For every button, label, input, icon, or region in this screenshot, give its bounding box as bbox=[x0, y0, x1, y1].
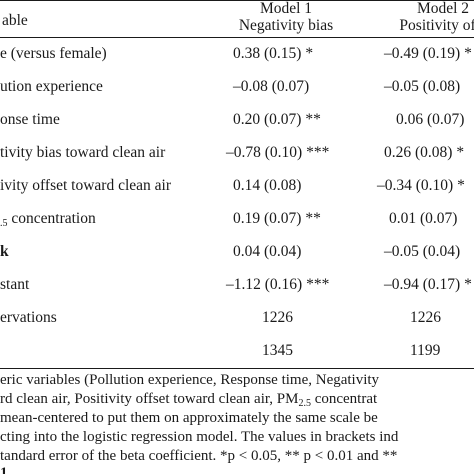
model2-header: Model 2 Positivity offs bbox=[378, 0, 474, 34]
footnote-line: rd clean air, Positivity offset toward c… bbox=[0, 389, 377, 409]
model2-value: 0.06 (0.07) bbox=[396, 111, 465, 128]
footnote-text: concentrat bbox=[310, 391, 378, 407]
model2-value: 1226 bbox=[410, 309, 441, 326]
row-label: onse time bbox=[0, 111, 60, 128]
model1-value: 1226 bbox=[262, 309, 293, 326]
table-top-rule bbox=[0, 0, 474, 1]
model2-value: –0.94 (0.17) * bbox=[384, 276, 472, 293]
row-label: e (versus female) bbox=[0, 45, 107, 62]
table-header-rule bbox=[0, 37, 474, 38]
footnote-line: tandard error of the beta coefficient. *… bbox=[0, 448, 398, 464]
model1-value: 1345 bbox=[262, 342, 293, 359]
model1-value: –1.12 (0.16) *** bbox=[226, 276, 330, 293]
model1-subtitle: Negativity bias bbox=[238, 17, 334, 34]
model2-value: 1199 bbox=[410, 342, 441, 359]
model1-value: –0.78 (0.10) *** bbox=[226, 144, 330, 161]
model1-value: 0.14 (0.08) bbox=[233, 177, 302, 194]
model1-value: 0.04 (0.04) bbox=[233, 243, 302, 260]
model2-value: 0.01 (0.07) bbox=[389, 210, 458, 227]
model1-value: 0.20 (0.07) ** bbox=[233, 111, 321, 128]
row-label: k bbox=[0, 243, 9, 260]
model2-value: 0.26 (0.08) * bbox=[384, 144, 465, 161]
row-label: .5 concentration bbox=[0, 209, 96, 229]
row-label: ution experience bbox=[0, 78, 103, 95]
row-label: tivity bias toward clean air bbox=[0, 144, 166, 161]
table-bottom-rule bbox=[0, 368, 474, 369]
model2-value: –0.05 (0.04) bbox=[384, 243, 461, 260]
footnote-line: 1. bbox=[0, 465, 12, 474]
footnote-text: rd clean air, Positivity offset toward c… bbox=[0, 391, 299, 407]
footnote-line: cting into the logistic regression model… bbox=[0, 429, 399, 445]
model1-header: Model 1 Negativity bias bbox=[221, 0, 351, 34]
footnote-line: mean-centered to put them on approximate… bbox=[0, 410, 378, 426]
row-label: stant bbox=[0, 276, 30, 293]
model2-value: –0.49 (0.19) * bbox=[384, 45, 472, 62]
footnote-line: eric variables (Pollution experience, Re… bbox=[0, 372, 380, 388]
row-label: ervations bbox=[0, 309, 57, 326]
model1-value: –0.08 (0.07) bbox=[233, 78, 310, 95]
variable-column-header: able bbox=[2, 12, 28, 29]
footnote-subscript: 2.5 bbox=[298, 398, 311, 409]
model1-title: Model 1 bbox=[259, 0, 313, 17]
model1-value: 0.19 (0.07) ** bbox=[233, 210, 321, 227]
model2-title: Model 2 bbox=[416, 0, 470, 17]
model2-value: –0.05 (0.08) bbox=[384, 78, 461, 95]
model2-value: –0.34 (0.10) * bbox=[377, 177, 465, 194]
model2-subtitle: Positivity offs bbox=[399, 17, 474, 34]
row-label: ivity offset toward clean air bbox=[0, 177, 172, 194]
row-label-text: concentration bbox=[7, 210, 96, 227]
pm-subscript: .5 bbox=[0, 218, 8, 229]
model1-value: 0.38 (0.15) * bbox=[233, 45, 314, 62]
